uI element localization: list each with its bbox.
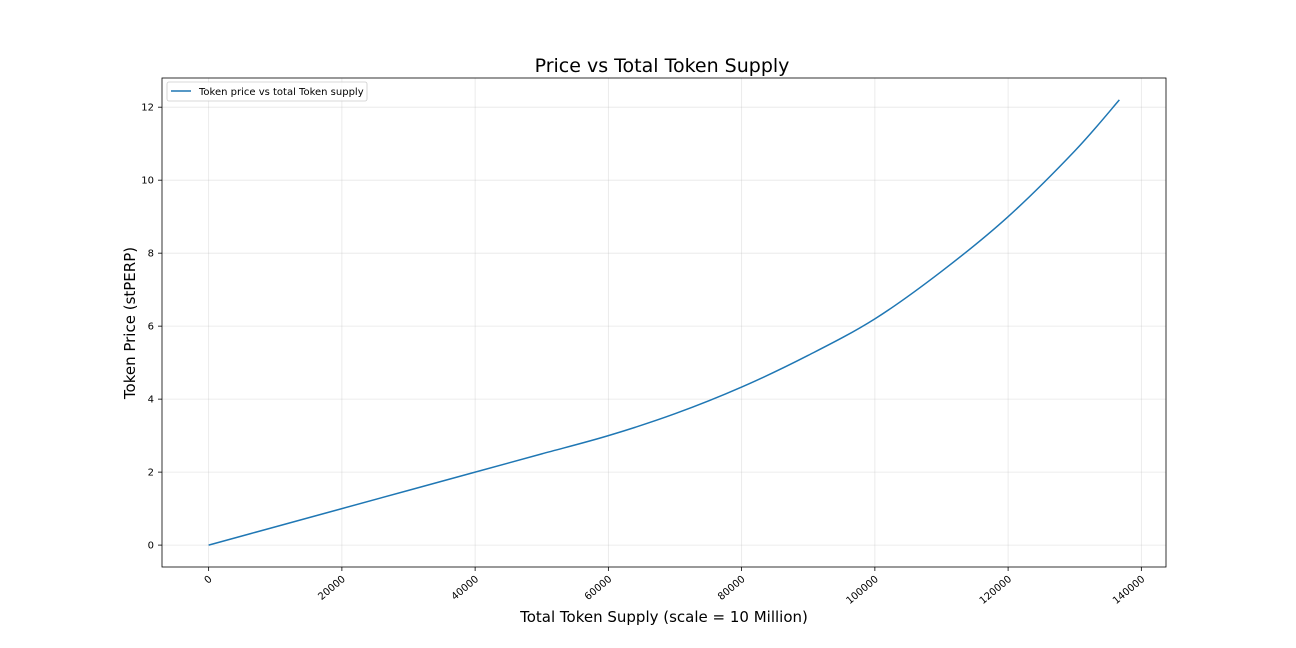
y-tick-label: 10: [141, 176, 154, 187]
legend-label: Token price vs total Token supply: [198, 87, 364, 98]
legend: Token price vs total Token supply: [166, 81, 368, 102]
series-line: [208, 99, 1120, 546]
y-tick-label: 8: [148, 249, 154, 260]
y-tick-label: 2: [148, 468, 154, 479]
legend-box: [166, 81, 368, 102]
x-tick-label: 0: [203, 574, 215, 587]
y-tick-label: 0: [148, 541, 154, 552]
x-axis-label: Total Token Supply (scale = 10 Million): [519, 608, 808, 626]
y-tick-label: 4: [148, 395, 154, 406]
y-axis-label: Token Price (stPERP): [121, 247, 139, 400]
grid: [162, 78, 1166, 567]
plot-frame: [161, 77, 1167, 568]
y-tick-label: 12: [141, 103, 154, 114]
chart-title: Price vs Total Token Supply: [535, 55, 790, 77]
y-tick-label: 6: [148, 322, 154, 333]
